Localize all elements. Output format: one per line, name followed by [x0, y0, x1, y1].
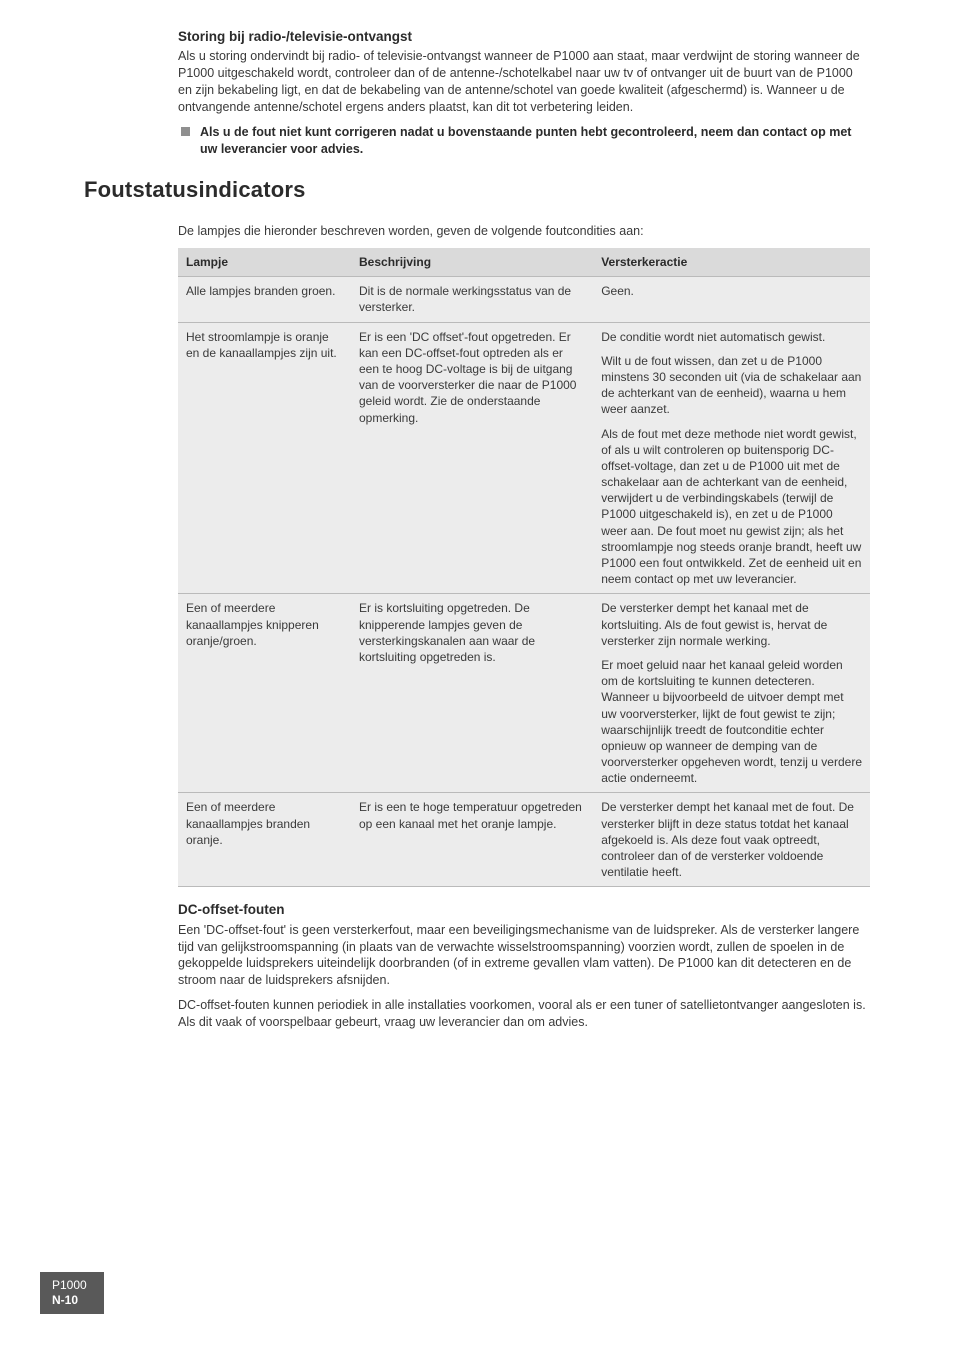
cell-action-p: Er moet geluid naar het kanaal geleid wo…: [601, 657, 862, 787]
page: Storing bij radio-/televisie-ontvangst A…: [0, 0, 954, 1350]
cell-action-p: Wilt u de fout wissen, dan zet u de P100…: [601, 353, 862, 418]
table-header-row: Lampje Beschrijving Versterkeractie: [178, 248, 870, 277]
col-lamp: Lampje: [178, 248, 351, 277]
section-radio-tv: Storing bij radio-/televisie-ontvangst A…: [178, 28, 870, 157]
cell-lamp: Een of meerdere kanaallampjes branden or…: [178, 793, 351, 887]
cell-action-p: Als de fout met deze methode niet wordt …: [601, 426, 862, 588]
cell-action: De conditie wordt niet automatisch gewis…: [593, 322, 870, 594]
footer-model: P1000: [52, 1278, 92, 1293]
cell-lamp: Een of meerdere kanaallampjes knipperen …: [178, 594, 351, 793]
fault-heading: Foutstatusindicators: [84, 175, 870, 205]
cell-action-p: De versterker dempt het kanaal met de fo…: [601, 799, 862, 880]
col-action: Versterkeractie: [593, 248, 870, 277]
col-desc: Beschrijving: [351, 248, 593, 277]
table-row: Een of meerdere kanaallampjes knipperen …: [178, 594, 870, 793]
fault-table: Lampje Beschrijving Versterkeractie Alle…: [178, 248, 870, 887]
cell-desc: Er is een 'DC offset'-fout opgetreden. E…: [351, 322, 593, 594]
footer-page: N-10: [52, 1293, 92, 1308]
cell-desc: Dit is de normale werkingsstatus van de …: [351, 277, 593, 322]
cell-action: De versterker dempt het kanaal met de fo…: [593, 793, 870, 887]
fault-content: De lampjes die hieronder beschreven word…: [178, 223, 870, 1031]
table-row: Een of meerdere kanaallampjes branden or…: [178, 793, 870, 887]
dc-heading: DC-offset-fouten: [178, 901, 870, 919]
cell-lamp: Het stroomlampje is oranje en de kanaall…: [178, 322, 351, 594]
radio-tv-bullet: Als u de fout niet kunt corrigeren nadat…: [178, 124, 870, 158]
cell-action: De versterker dempt het kanaal met de ko…: [593, 594, 870, 793]
dc-p2: DC-offset-fouten kunnen periodiek in all…: [178, 997, 870, 1031]
table-row: Alle lampjes branden groen. Dit is de no…: [178, 277, 870, 322]
cell-action-p: De conditie wordt niet automatisch gewis…: [601, 329, 862, 345]
cell-action-p: Geen.: [601, 283, 862, 299]
cell-action: Geen.: [593, 277, 870, 322]
radio-tv-bullets: Als u de fout niet kunt corrigeren nadat…: [178, 124, 870, 158]
radio-tv-heading: Storing bij radio-/televisie-ontvangst: [178, 28, 870, 46]
dc-p1: Een 'DC-offset-fout' is geen versterkerf…: [178, 922, 870, 990]
cell-desc: Er is een te hoge temperatuur opgetreden…: [351, 793, 593, 887]
radio-tv-body: Als u storing ondervindt bij radio- of t…: [178, 48, 870, 116]
cell-lamp: Alle lampjes branden groen.: [178, 277, 351, 322]
cell-desc: Er is kortsluiting opgetreden. De knippe…: [351, 594, 593, 793]
table-row: Het stroomlampje is oranje en de kanaall…: [178, 322, 870, 594]
page-footer-tag: P1000 N-10: [40, 1272, 104, 1314]
cell-action-p: De versterker dempt het kanaal met de ko…: [601, 600, 862, 649]
fault-intro: De lampjes die hieronder beschreven word…: [178, 223, 870, 240]
